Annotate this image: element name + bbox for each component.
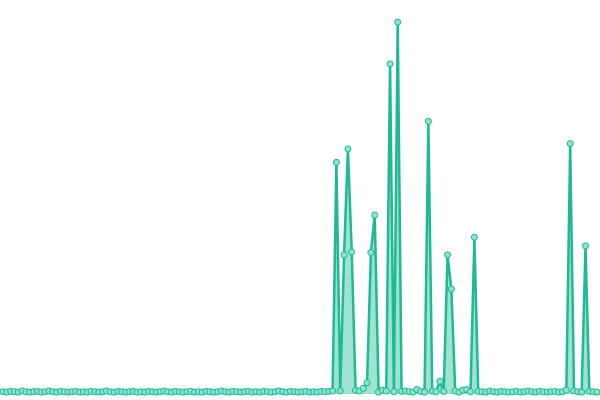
- data-point: [436, 377, 444, 385]
- data-point: [348, 248, 356, 256]
- data-point: [440, 387, 448, 395]
- data-point: [394, 18, 402, 26]
- series-area: [3, 22, 597, 394]
- data-point: [367, 249, 375, 257]
- data-point: [432, 388, 440, 396]
- data-point: [421, 388, 429, 396]
- data-point: [444, 251, 452, 259]
- data-point: [578, 388, 586, 396]
- data-point: [566, 140, 574, 148]
- data-point: [371, 211, 379, 219]
- data-point: [386, 60, 394, 68]
- area-layer: [3, 22, 597, 394]
- data-point: [332, 158, 340, 166]
- data-point: [562, 386, 570, 394]
- data-point: [359, 384, 367, 392]
- data-point: [470, 233, 478, 241]
- data-point: [582, 242, 589, 250]
- point-layer: [0, 18, 600, 396]
- data-point: [363, 379, 371, 387]
- data-point: [424, 117, 432, 125]
- line-layer: [2, 20, 598, 394]
- data-point: [390, 388, 398, 396]
- data-point: [593, 388, 600, 396]
- data-point: [340, 251, 348, 259]
- series-line: [2, 20, 598, 394]
- data-point: [382, 387, 390, 395]
- data-point: [329, 387, 337, 395]
- data-point: [344, 145, 352, 153]
- data-point: [467, 388, 475, 396]
- data-point: [447, 285, 455, 293]
- data-point: [336, 387, 344, 395]
